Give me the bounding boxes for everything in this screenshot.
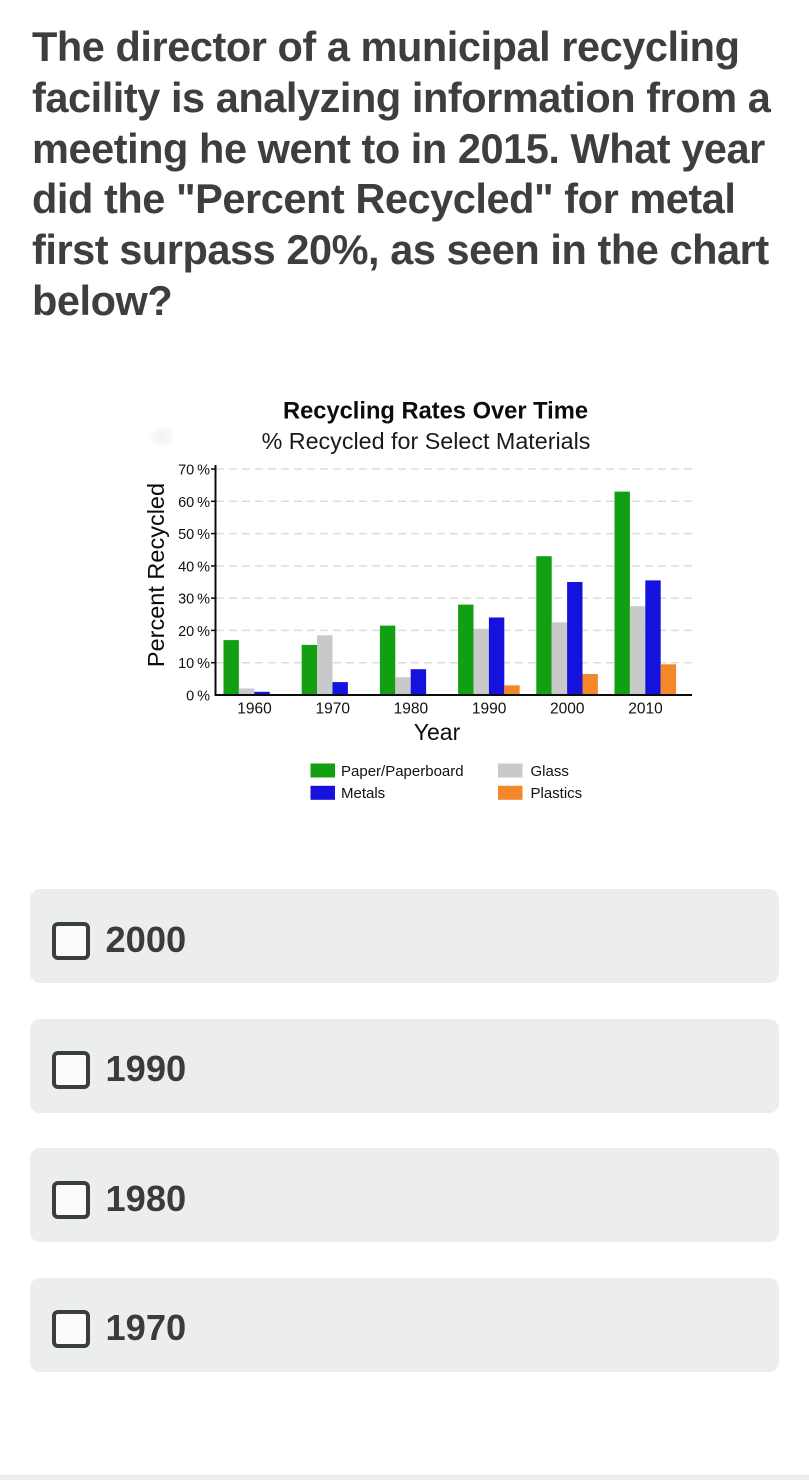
svg-text:Year: Year bbox=[414, 719, 461, 745]
svg-text:Glass: Glass bbox=[531, 763, 569, 780]
svg-text:20 %: 20 % bbox=[178, 624, 210, 640]
svg-text:0 %: 0 % bbox=[186, 689, 210, 705]
svg-text:Percent Recycled: Percent Recycled bbox=[143, 483, 169, 667]
svg-text:% Recycled for Select Material: % Recycled for Select Materials bbox=[262, 428, 591, 454]
svg-text:Paper/Paperboard: Paper/Paperboard bbox=[341, 763, 464, 780]
svg-text:1960: 1960 bbox=[237, 701, 272, 718]
svg-text:2010: 2010 bbox=[628, 701, 663, 718]
svg-text:70 %: 70 % bbox=[178, 463, 210, 479]
svg-text:40 %: 40 % bbox=[178, 559, 210, 575]
svg-text:50 %: 50 % bbox=[178, 527, 210, 543]
svg-text:1980: 1980 bbox=[394, 701, 429, 718]
svg-text:1970: 1970 bbox=[315, 701, 350, 718]
svg-text:10 %: 10 % bbox=[178, 656, 210, 672]
svg-text:1990: 1990 bbox=[472, 701, 507, 718]
svg-text:60 %: 60 % bbox=[178, 495, 210, 511]
svg-text:Recycling Rates Over Time: Recycling Rates Over Time bbox=[283, 399, 588, 425]
svg-text:2000: 2000 bbox=[550, 701, 585, 718]
svg-text:Plastics: Plastics bbox=[531, 785, 583, 802]
svg-text:30 %: 30 % bbox=[178, 592, 210, 608]
svg-text:Metals: Metals bbox=[341, 785, 385, 802]
